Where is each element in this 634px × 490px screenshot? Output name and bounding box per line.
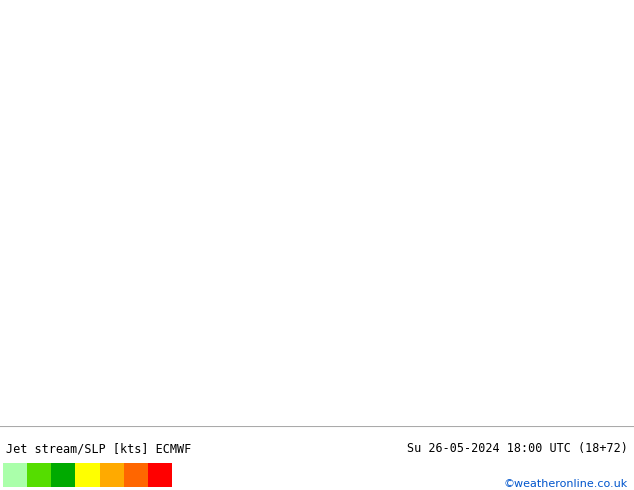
FancyBboxPatch shape (27, 463, 51, 487)
FancyBboxPatch shape (148, 463, 172, 487)
Text: Jet stream/SLP [kts] ECMWF: Jet stream/SLP [kts] ECMWF (6, 442, 191, 455)
FancyBboxPatch shape (3, 463, 27, 487)
Text: ©weatheronline.co.uk: ©weatheronline.co.uk (503, 479, 628, 489)
FancyBboxPatch shape (100, 463, 124, 487)
FancyBboxPatch shape (124, 463, 148, 487)
Text: Su 26-05-2024 18:00 UTC (18+72): Su 26-05-2024 18:00 UTC (18+72) (407, 442, 628, 455)
FancyBboxPatch shape (75, 463, 100, 487)
FancyBboxPatch shape (51, 463, 75, 487)
